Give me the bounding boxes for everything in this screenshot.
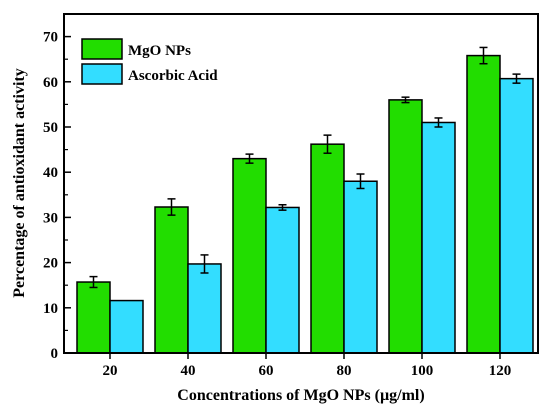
- bar-mgo-nps-60: [233, 159, 266, 353]
- bar-mgo-nps-40: [155, 207, 188, 353]
- x-tick-label-80: 80: [337, 363, 352, 379]
- x-tick-label-20: 20: [103, 363, 118, 379]
- bar-ascorbic-acid-120: [500, 79, 533, 353]
- bar-ascorbic-acid-100: [422, 122, 455, 353]
- y-tick-label-10: 10: [43, 301, 58, 317]
- x-tick-label-40: 40: [181, 363, 196, 379]
- y-axis-title: Percentage of antioxidant activity: [11, 68, 28, 297]
- bar-mgo-nps-120: [467, 56, 500, 353]
- bar-mgo-nps-20: [77, 282, 110, 353]
- x-tick-label-60: 60: [259, 363, 274, 379]
- x-tick-label-120: 120: [489, 363, 512, 379]
- y-tick-label-30: 30: [43, 210, 58, 226]
- y-tick-label-70: 70: [43, 30, 58, 46]
- legend-swatch-ascorbic-acid: [82, 64, 122, 84]
- bar-ascorbic-acid-60: [266, 207, 299, 353]
- legend-label-mgo-nps: MgO NPs: [128, 43, 191, 59]
- legend-swatch-mgo-nps: [82, 39, 122, 59]
- bar-ascorbic-acid-80: [344, 181, 377, 353]
- y-tick-label-60: 60: [43, 75, 58, 91]
- x-tick-label-100: 100: [411, 363, 434, 379]
- y-tick-label-20: 20: [43, 256, 58, 272]
- bar-mgo-nps-80: [311, 144, 344, 353]
- bar-ascorbic-acid-20: [110, 301, 143, 353]
- y-tick-label-0: 0: [51, 346, 59, 362]
- y-tick-label-50: 50: [43, 120, 58, 136]
- y-tick-label-40: 40: [43, 165, 58, 181]
- legend-label-ascorbic-acid: Ascorbic Acid: [128, 68, 218, 84]
- bar-ascorbic-acid-40: [188, 264, 221, 353]
- x-axis-title: Concentrations of MgO NPs (µg/ml): [177, 387, 424, 404]
- bar-mgo-nps-100: [389, 100, 422, 353]
- legend: MgO NPs Ascorbic Acid: [82, 39, 218, 84]
